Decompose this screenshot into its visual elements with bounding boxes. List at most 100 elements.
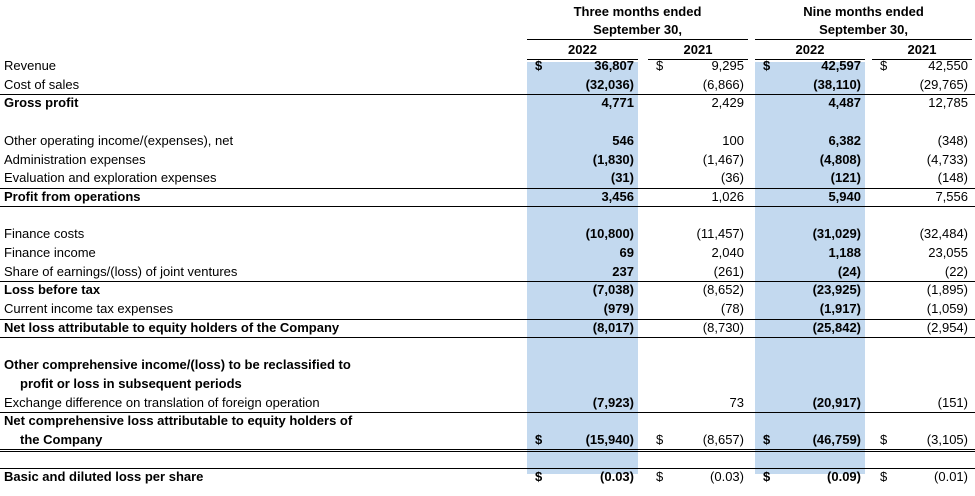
column-group-title: September 30,	[593, 22, 682, 37]
value-cell: 100	[722, 132, 744, 148]
row-label: Share of earnings/(loss) of joint ventur…	[4, 263, 238, 279]
value-cell: (4,808)	[819, 151, 861, 167]
value-cell: (29,765)	[919, 76, 968, 92]
value-cell: 2,040	[711, 245, 744, 260]
value-cell: 1,188	[828, 245, 861, 260]
value-cell: (348)	[937, 132, 968, 148]
value-cell: (25,842)	[812, 319, 861, 335]
row-label: Other comprehensive income/(loss) to be …	[4, 357, 351, 373]
value-cell: 12,785	[928, 95, 968, 111]
value-cell: 6,382	[828, 132, 861, 148]
value-cell: (31)	[610, 170, 634, 186]
value-cell: (78)	[720, 301, 744, 317]
header-rule	[527, 39, 748, 40]
currency-symbol: $	[880, 469, 888, 485]
value-cell: (24)	[837, 263, 861, 279]
value-cell: 3,456	[601, 188, 634, 204]
currency-symbol: $	[535, 469, 543, 485]
value-cell: (8,657)	[702, 432, 744, 447]
highlight-column	[755, 62, 865, 475]
value-cell: (1,467)	[702, 151, 744, 167]
column-group-title: September 30,	[819, 22, 908, 37]
value-cell: 2,429	[711, 95, 744, 111]
value-cell: 69	[619, 245, 634, 260]
value-cell: (36)	[720, 170, 744, 186]
section-rule	[0, 205, 975, 207]
total-rule	[0, 468, 975, 470]
currency-symbol: $	[880, 58, 888, 73]
column-year: 2021	[683, 42, 713, 57]
section-rule	[0, 336, 975, 338]
value-cell: (1,059)	[926, 301, 968, 317]
value-cell: (23,925)	[812, 282, 861, 298]
value-cell: (0.03)	[600, 469, 634, 485]
value-cell: (1,830)	[592, 151, 634, 167]
section-rule	[0, 449, 975, 450]
row-label: Finance costs	[4, 226, 85, 242]
value-cell: (0.09)	[827, 469, 861, 485]
value-cell: (1,895)	[926, 282, 968, 298]
value-cell: (8,017)	[592, 319, 634, 335]
value-cell: 7,556	[935, 188, 968, 204]
value-cell: (151)	[937, 394, 968, 410]
value-cell: (20,917)	[812, 394, 861, 410]
value-cell: 1,026	[711, 188, 744, 204]
value-cell: (7,038)	[592, 282, 634, 298]
column-year: 2021	[907, 42, 937, 57]
row-label: profit or loss in subsequent periods	[20, 375, 242, 391]
value-cell: (1,917)	[819, 301, 861, 317]
header-rule	[527, 59, 638, 60]
currency-symbol: $	[763, 58, 771, 73]
column-group-title: Three months ended	[573, 4, 702, 19]
row-label: Loss before tax	[4, 282, 101, 298]
header-rule	[648, 59, 748, 60]
value-cell: (0.01)	[934, 469, 968, 485]
total-rule	[0, 94, 975, 96]
currency-symbol: $	[763, 469, 771, 485]
header-rule	[872, 59, 972, 60]
column-year: 2022	[795, 42, 825, 57]
row-label: Finance income	[4, 245, 96, 260]
value-cell: (0.03)	[710, 469, 744, 485]
highlight-column	[527, 62, 638, 475]
total-rule	[0, 187, 975, 189]
header-rule	[755, 39, 972, 40]
value-cell: (8,730)	[702, 319, 744, 335]
value-cell: (3,105)	[926, 432, 968, 447]
row-label: Net comprehensive loss attributable to e…	[4, 413, 353, 429]
column-group-title: Nine months ended	[803, 4, 924, 19]
value-cell: (4,733)	[926, 151, 968, 167]
row-label: Basic and diluted loss per share	[4, 469, 204, 485]
value-cell: 9,295	[711, 58, 744, 73]
double-rule	[0, 451, 975, 452]
value-cell: (10,800)	[585, 226, 634, 242]
value-cell: (261)	[713, 263, 744, 279]
value-cell: (38,110)	[813, 76, 861, 92]
row-label: Current income tax expenses	[4, 301, 174, 317]
value-cell: 42,597	[821, 58, 861, 73]
value-cell: 237	[612, 263, 634, 279]
row-label: the Company	[20, 432, 103, 447]
value-cell: (148)	[937, 170, 968, 186]
currency-symbol: $	[763, 432, 771, 447]
currency-symbol: $	[880, 432, 888, 447]
currency-symbol: $	[535, 432, 543, 447]
value-cell: (121)	[830, 170, 861, 186]
value-cell: (11,457)	[696, 226, 744, 242]
row-label: Cost of sales	[4, 76, 80, 92]
value-cell: 546	[612, 132, 634, 148]
value-cell: (31,029)	[812, 226, 861, 242]
currency-symbol: $	[535, 58, 543, 73]
row-label: Evaluation and exploration expenses	[4, 170, 217, 186]
value-cell: (6,866)	[702, 76, 744, 92]
value-cell: (979)	[603, 301, 634, 317]
value-cell: 36,807	[594, 58, 634, 73]
row-label: Gross profit	[4, 95, 79, 111]
row-label: Other operating income/(expenses), net	[4, 132, 234, 148]
value-cell: (46,759)	[812, 432, 861, 447]
value-cell: 4,771	[601, 95, 634, 111]
row-label: Net loss attributable to equity holders …	[4, 319, 340, 335]
header-rule	[755, 59, 865, 60]
value-cell: 5,940	[828, 188, 861, 204]
